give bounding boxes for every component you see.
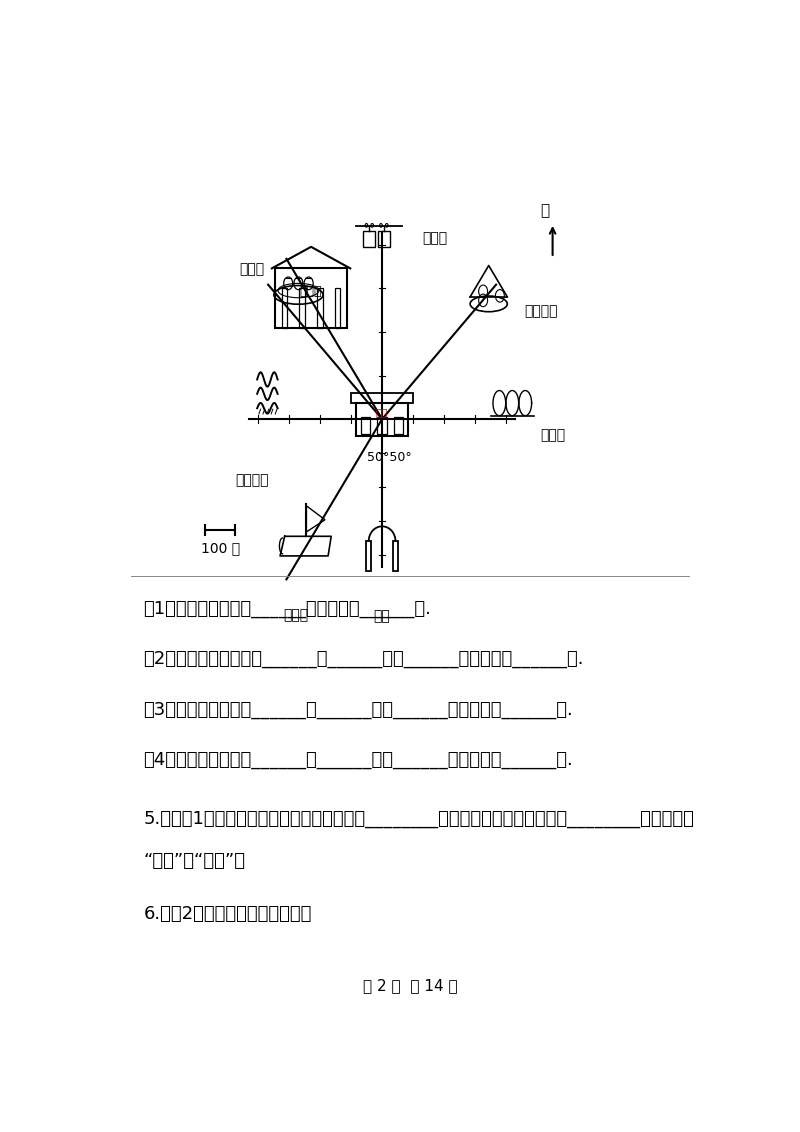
Polygon shape (306, 506, 325, 532)
Text: 50°50°: 50°50° (367, 451, 412, 463)
Text: 5.　　（1分）升国旗时，国旗的升降运动是________现象，钟表上分针的运动是________现象。（填: 5. （1分）升国旗时，国旗的升降运动是________现象，钟表上分针的运动是… (143, 811, 694, 829)
Text: （3）游泳馆在餐厅的______偏______　　______方向，距离______米.: （3）游泳馆在餐厅的______偏______ ______方向，距离_____… (143, 701, 573, 719)
Bar (335, 288, 340, 328)
Text: 过山车: 过山车 (540, 428, 566, 441)
Bar (378, 418, 387, 434)
Bar (356, 403, 408, 436)
Text: 激流勇进: 激流勇进 (235, 473, 269, 487)
Text: 第 2 页  共 14 页: 第 2 页 共 14 页 (362, 978, 458, 993)
Bar (378, 231, 390, 247)
Text: 餐厅: 餐厅 (376, 408, 388, 418)
Text: 海盗船: 海盗船 (283, 608, 308, 621)
Bar (366, 541, 371, 571)
Text: （2）旋转木马在餐厅的______偏______　　______方向，距离______米.: （2）旋转木马在餐厅的______偏______ ______方向，距离____… (143, 650, 584, 668)
Text: 观览车: 观览车 (422, 231, 447, 245)
Bar (275, 268, 347, 328)
Text: 100 米: 100 米 (201, 541, 240, 555)
Bar (282, 288, 287, 328)
Text: 门口: 门口 (374, 609, 390, 623)
Text: 北: 北 (540, 204, 549, 218)
Text: 6.　（2分）某军进行野战演习。: 6. （2分）某军进行野战演习。 (143, 904, 312, 923)
Bar (393, 541, 398, 571)
Text: 碎碎车: 碎碎车 (239, 261, 265, 276)
Text: （1）观览车在餐厅的______方向，距离______米.: （1）观览车在餐厅的______方向，距离______米. (143, 600, 431, 618)
Bar (351, 393, 413, 403)
Bar (363, 231, 375, 247)
Bar (361, 418, 370, 434)
Text: （4）海盗船在餐厅的______偏______　　______方向，距离______米.: （4）海盗船在餐厅的______偏______ ______方向，距离_____… (143, 752, 573, 770)
Text: “平移”或“旋转”）: “平移”或“旋转”） (143, 852, 246, 871)
Bar (317, 288, 322, 328)
Bar (394, 418, 403, 434)
Text: 游泳馆: 游泳馆 (300, 285, 322, 298)
Text: 旋转木马: 旋转木马 (525, 303, 558, 318)
Bar (299, 288, 305, 328)
